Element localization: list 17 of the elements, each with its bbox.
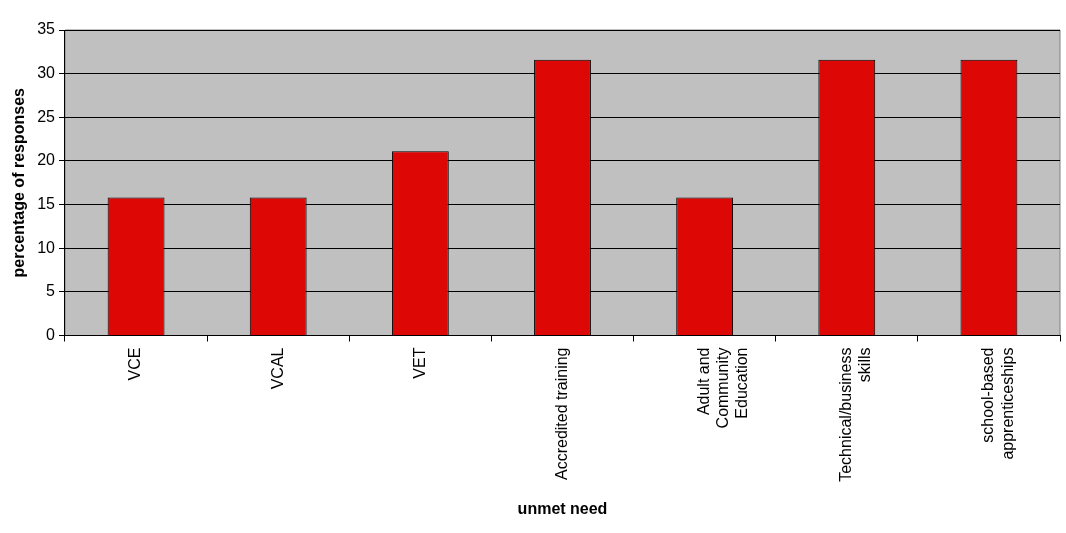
x-tick-label: VCE [126,347,144,381]
y-tick-label: 35 [37,20,56,38]
x-axis-title: unmet need [517,499,608,517]
x-tick-label: Technical/business skills [837,347,874,482]
y-tick-label: 15 [37,194,56,212]
x-tick-label: Adult and Community Education [695,347,751,429]
y-axis-title: percentage of responses [10,87,28,278]
y-tick-label: 20 [37,151,56,169]
x-tick-label: school-based apprenticeships [979,347,1016,460]
x-tick-label: VCAL [268,347,286,390]
x-tick-label: VET [410,347,428,379]
y-tick-label: 0 [46,325,56,343]
x-tick-label: Accredited training [552,347,570,481]
y-tick-label: 5 [46,282,56,300]
y-tick-label: 10 [37,238,56,256]
y-tick-label: 25 [37,107,56,125]
y-tick-label: 30 [37,64,56,82]
